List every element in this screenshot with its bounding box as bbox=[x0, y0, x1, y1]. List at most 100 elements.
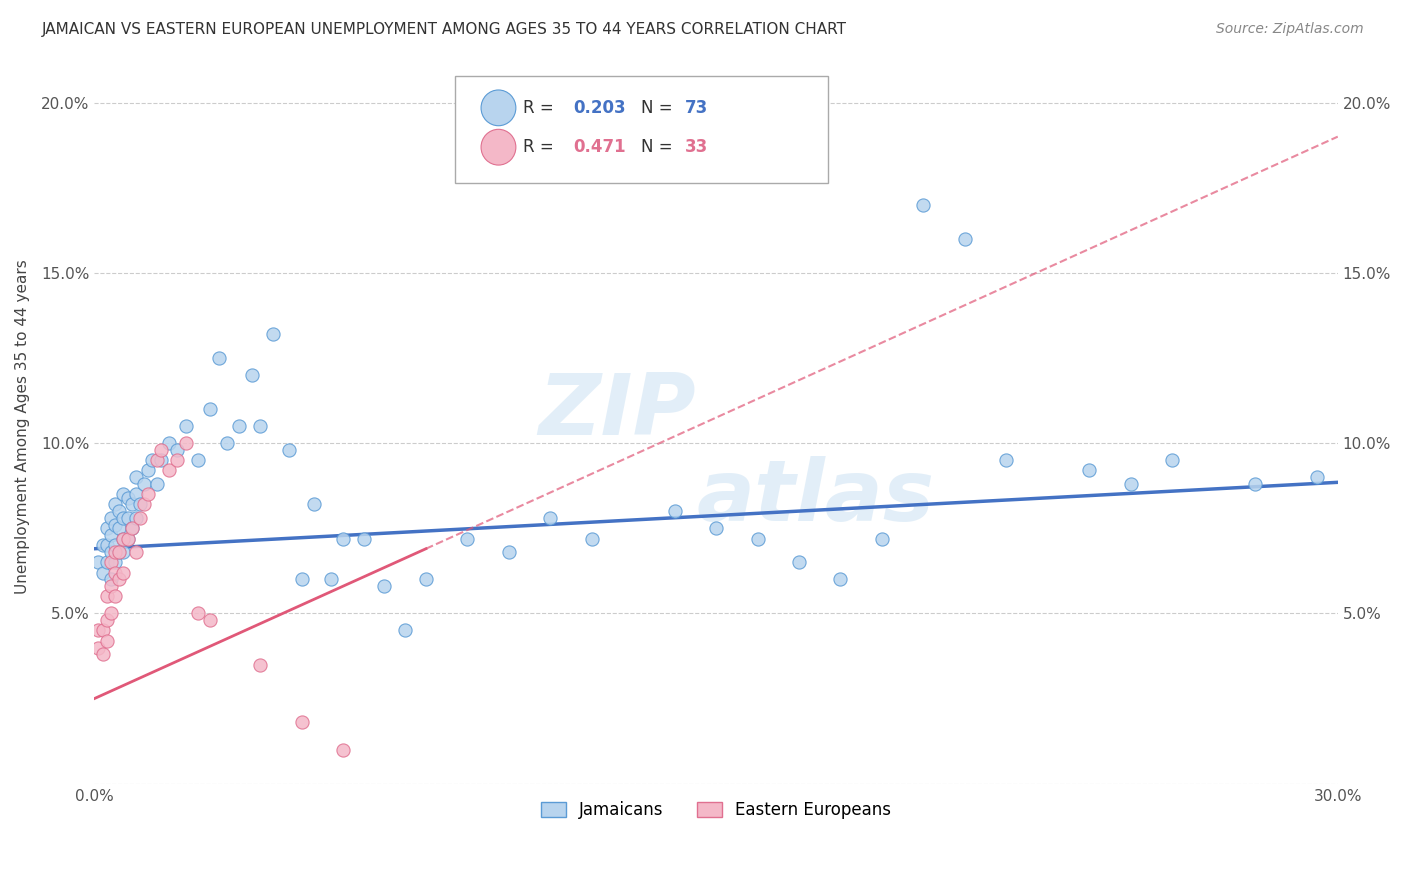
Point bbox=[200, 613, 222, 627]
Point bbox=[228, 419, 250, 434]
Point bbox=[149, 442, 172, 457]
Point bbox=[995, 453, 1018, 467]
Point bbox=[100, 607, 122, 621]
Text: atlas: atlas bbox=[696, 456, 935, 539]
Point bbox=[108, 573, 131, 587]
Point bbox=[1244, 477, 1267, 491]
Point bbox=[394, 624, 416, 638]
Point bbox=[302, 498, 325, 512]
Point bbox=[87, 555, 110, 569]
Point bbox=[104, 566, 127, 580]
Point bbox=[112, 566, 135, 580]
Ellipse shape bbox=[481, 129, 516, 165]
Point bbox=[112, 532, 135, 546]
Point bbox=[112, 532, 135, 546]
Point bbox=[373, 579, 395, 593]
Point bbox=[104, 590, 127, 604]
Text: N =: N = bbox=[641, 99, 678, 117]
Point bbox=[104, 498, 127, 512]
Point bbox=[581, 532, 603, 546]
Point bbox=[200, 402, 222, 417]
Point bbox=[249, 657, 271, 672]
Point bbox=[117, 532, 139, 546]
Point bbox=[108, 521, 131, 535]
Point bbox=[290, 715, 312, 730]
Point bbox=[1161, 453, 1184, 467]
Text: JAMAICAN VS EASTERN EUROPEAN UNEMPLOYMENT AMONG AGES 35 TO 44 YEARS CORRELATION : JAMAICAN VS EASTERN EUROPEAN UNEMPLOYMEN… bbox=[42, 22, 848, 37]
Point bbox=[121, 498, 143, 512]
Point bbox=[132, 477, 155, 491]
Point bbox=[129, 498, 152, 512]
Legend: Jamaicans, Eastern Europeans: Jamaicans, Eastern Europeans bbox=[534, 794, 898, 825]
Point bbox=[1306, 470, 1329, 484]
Point bbox=[100, 528, 122, 542]
Point bbox=[117, 491, 139, 505]
Point bbox=[96, 633, 118, 648]
Point bbox=[91, 538, 114, 552]
Point bbox=[332, 532, 354, 546]
Point bbox=[332, 742, 354, 756]
Point bbox=[96, 590, 118, 604]
Point bbox=[456, 532, 478, 546]
Point bbox=[145, 453, 167, 467]
Point bbox=[112, 545, 135, 559]
Point bbox=[953, 232, 976, 246]
Point bbox=[104, 538, 127, 552]
Text: R =: R = bbox=[523, 99, 560, 117]
Point bbox=[249, 419, 271, 434]
Point bbox=[117, 532, 139, 546]
Point bbox=[100, 545, 122, 559]
Point bbox=[91, 648, 114, 662]
Point bbox=[208, 351, 231, 365]
Point bbox=[290, 573, 312, 587]
Point bbox=[174, 436, 197, 450]
Point bbox=[1119, 477, 1142, 491]
Point bbox=[104, 517, 127, 532]
Point bbox=[125, 545, 148, 559]
Point bbox=[108, 545, 131, 559]
Ellipse shape bbox=[481, 90, 516, 126]
Point bbox=[262, 327, 284, 342]
Point bbox=[125, 487, 148, 501]
Point bbox=[136, 487, 159, 501]
Point bbox=[100, 579, 122, 593]
Point bbox=[187, 607, 209, 621]
Point bbox=[870, 532, 893, 546]
Point bbox=[112, 511, 135, 525]
Point bbox=[132, 498, 155, 512]
Point bbox=[125, 511, 148, 525]
Point bbox=[1078, 463, 1101, 477]
Point bbox=[91, 624, 114, 638]
FancyBboxPatch shape bbox=[456, 76, 828, 183]
Point bbox=[704, 521, 727, 535]
Point bbox=[121, 521, 143, 535]
Point bbox=[174, 419, 197, 434]
Point bbox=[240, 368, 263, 382]
Point bbox=[100, 573, 122, 587]
Point bbox=[415, 573, 437, 587]
Point bbox=[166, 453, 188, 467]
Point bbox=[145, 477, 167, 491]
Point bbox=[136, 463, 159, 477]
Point bbox=[664, 504, 686, 518]
Text: Source: ZipAtlas.com: Source: ZipAtlas.com bbox=[1216, 22, 1364, 37]
Point bbox=[96, 521, 118, 535]
Point bbox=[787, 555, 810, 569]
Point bbox=[157, 463, 180, 477]
Point bbox=[96, 555, 118, 569]
Point bbox=[96, 538, 118, 552]
Point bbox=[141, 453, 163, 467]
Text: 33: 33 bbox=[685, 138, 709, 156]
Point bbox=[100, 555, 122, 569]
Point bbox=[129, 511, 152, 525]
Point bbox=[166, 442, 188, 457]
Point bbox=[538, 511, 561, 525]
Point bbox=[104, 545, 127, 559]
Point bbox=[100, 511, 122, 525]
Point bbox=[96, 613, 118, 627]
Text: N =: N = bbox=[641, 138, 678, 156]
Y-axis label: Unemployment Among Ages 35 to 44 years: Unemployment Among Ages 35 to 44 years bbox=[15, 259, 30, 593]
Point bbox=[121, 521, 143, 535]
Point bbox=[91, 566, 114, 580]
Point bbox=[112, 487, 135, 501]
